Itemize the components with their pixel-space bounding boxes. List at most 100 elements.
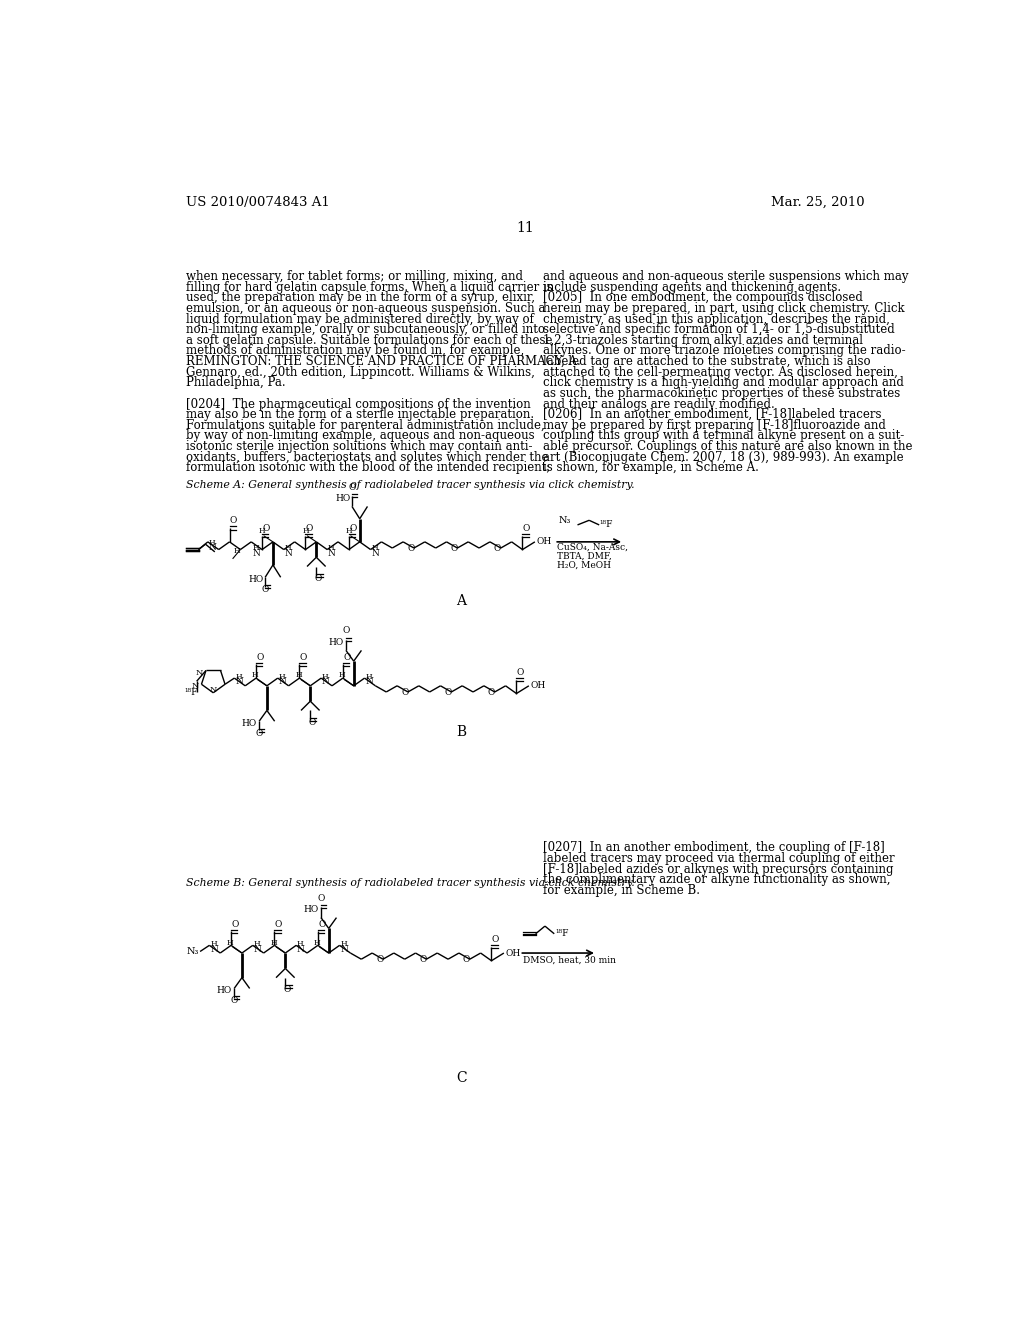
Text: N: N: [285, 549, 293, 558]
Text: O: O: [494, 544, 502, 553]
Text: US 2010/0074843 A1: US 2010/0074843 A1: [186, 197, 330, 209]
Text: O: O: [376, 956, 384, 965]
Text: OH: OH: [537, 537, 552, 546]
Text: click chemistry is a high-yielding and modular approach and: click chemistry is a high-yielding and m…: [543, 376, 903, 389]
Text: H: H: [340, 940, 347, 948]
Text: O: O: [408, 544, 415, 553]
Text: HO: HO: [242, 719, 257, 727]
Text: H: H: [270, 939, 278, 946]
Text: O: O: [348, 483, 355, 491]
Text: the complimentary azide or alkyne functionality as shown,: the complimentary azide or alkyne functi…: [543, 874, 890, 886]
Text: emulsion, or an aqueous or non-aqueous suspension. Such a: emulsion, or an aqueous or non-aqueous s…: [186, 302, 546, 315]
Text: by way of non-limiting example, aqueous and non-aqueous: by way of non-limiting example, aqueous …: [186, 429, 535, 442]
Text: N: N: [191, 682, 199, 690]
Text: H: H: [253, 544, 259, 552]
Text: formulation isotonic with the blood of the intended recipient;: formulation isotonic with the blood of t…: [186, 461, 551, 474]
Text: H: H: [313, 939, 321, 946]
Text: Gennaro, ed., 20th edition, Lippincott. Williams & Wilkins,: Gennaro, ed., 20th edition, Lippincott. …: [186, 366, 535, 379]
Text: H: H: [322, 673, 329, 681]
Text: may be prepared by first preparing [F-18]fluoroazide and: may be prepared by first preparing [F-18…: [543, 418, 886, 432]
Text: O: O: [522, 524, 530, 533]
Text: a soft gelatin capsule. Suitable formulations for each of these: a soft gelatin capsule. Suitable formula…: [186, 334, 553, 347]
Text: O: O: [342, 627, 349, 635]
Text: art (Bioconjugate Chem. 2007, 18 (3), 989-993). An example: art (Bioconjugate Chem. 2007, 18 (3), 98…: [543, 450, 903, 463]
Text: attached to the cell-permeating vector. As disclosed herein,: attached to the cell-permeating vector. …: [543, 366, 897, 379]
Text: N: N: [210, 686, 217, 694]
Text: include suspending agents and thickening agents.: include suspending agents and thickening…: [543, 281, 841, 293]
Text: [0205]  In one embodiment, the compounds disclosed: [0205] In one embodiment, the compounds …: [543, 292, 862, 305]
Text: H: H: [227, 939, 233, 946]
Text: O: O: [315, 574, 323, 583]
Text: H: H: [345, 528, 352, 536]
Text: N: N: [322, 677, 330, 686]
Text: [0207]  In an another embodiment, the coupling of [F-18]: [0207] In an another embodiment, the cou…: [543, 841, 885, 854]
Text: isotonic sterile injection solutions which may contain anti-: isotonic sterile injection solutions whi…: [186, 440, 532, 453]
Text: O: O: [305, 524, 313, 533]
Text: N: N: [366, 677, 373, 686]
Text: oxidants, buffers, bacteriostats and solutes which render the: oxidants, buffers, bacteriostats and sol…: [186, 450, 549, 463]
Text: as such, the pharmacokinetic properties of these substrates: as such, the pharmacokinetic properties …: [543, 387, 900, 400]
Text: C: C: [456, 1072, 467, 1085]
Text: H: H: [297, 940, 303, 948]
Text: N: N: [328, 549, 336, 558]
Text: ¹⁸F: ¹⁸F: [599, 520, 612, 528]
Text: and aqueous and non-aqueous sterile suspensions which may: and aqueous and non-aqueous sterile susp…: [543, 271, 908, 282]
Text: O: O: [262, 524, 269, 533]
Text: Formulations suitable for parenteral administration include,: Formulations suitable for parenteral adm…: [186, 418, 545, 432]
Text: O: O: [300, 652, 307, 661]
Text: may also be in the form of a sterile injectable preparation.: may also be in the form of a sterile inj…: [186, 408, 535, 421]
Text: O: O: [261, 585, 269, 594]
Text: N: N: [209, 543, 216, 552]
Text: H: H: [339, 672, 345, 680]
Text: for example, in Scheme B.: for example, in Scheme B.: [543, 884, 699, 896]
Text: H₂O, MeOH: H₂O, MeOH: [557, 561, 610, 570]
Text: HO: HO: [329, 638, 343, 647]
Text: A: A: [457, 594, 466, 609]
Text: O: O: [229, 516, 238, 525]
Text: O: O: [230, 997, 238, 1005]
Text: ¹⁸F: ¹⁸F: [184, 688, 198, 697]
Text: Scheme B: General synthesis of radiolabeled tracer synthesis via click chemistry: Scheme B: General synthesis of radiolabe…: [186, 878, 635, 888]
Text: O: O: [255, 729, 263, 738]
Text: O: O: [317, 894, 325, 903]
Text: H: H: [295, 672, 302, 680]
Text: alkynes. One or more triazole moieties comprising the radio-: alkynes. One or more triazole moieties c…: [543, 345, 905, 358]
Text: H: H: [328, 544, 335, 552]
Text: chemistry, as used in this application, describes the rapid,: chemistry, as used in this application, …: [543, 313, 890, 326]
Text: O: O: [231, 920, 239, 929]
Text: H: H: [210, 940, 217, 948]
Text: selective and specific formation of 1,4- or 1,5-disubstituted: selective and specific formation of 1,4-…: [543, 323, 894, 337]
Text: N: N: [340, 945, 348, 953]
Text: is shown, for example, in Scheme A.: is shown, for example, in Scheme A.: [543, 461, 759, 474]
Text: non-limiting example, orally or subcutaneously, or filled into: non-limiting example, orally or subcutan…: [186, 323, 545, 337]
Text: [F-18]labeled azides or alkynes with precursors containing: [F-18]labeled azides or alkynes with pre…: [543, 863, 893, 875]
Text: labeled tracers may proceed via thermal coupling of either: labeled tracers may proceed via thermal …: [543, 851, 894, 865]
Text: O: O: [274, 920, 282, 929]
Text: O: O: [451, 544, 458, 553]
Text: liquid formulation may be administered directly, by way of: liquid formulation may be administered d…: [186, 313, 534, 326]
Text: H: H: [252, 672, 259, 680]
Text: 11: 11: [516, 222, 534, 235]
Text: CuSO₄, Na-Asc,: CuSO₄, Na-Asc,: [557, 543, 628, 552]
Text: O: O: [401, 688, 409, 697]
Text: H: H: [279, 673, 285, 681]
Text: herein may be prepared, in part, using click chemistry. Click: herein may be prepared, in part, using c…: [543, 302, 904, 315]
Text: Mar. 25, 2010: Mar. 25, 2010: [771, 197, 864, 209]
Text: coupling this group with a terminal alkyne present on a suit-: coupling this group with a terminal alky…: [543, 429, 904, 442]
Text: N₃: N₃: [558, 516, 570, 524]
Text: [0204]  The pharmaceutical compositions of the invention: [0204] The pharmaceutical compositions o…: [186, 397, 530, 411]
Text: O: O: [318, 920, 326, 929]
Text: H: H: [372, 544, 378, 552]
Text: TBTA, DMF,: TBTA, DMF,: [557, 552, 611, 561]
Text: OH: OH: [530, 681, 546, 690]
Text: REMINGTON: THE SCIENCE AND PRACTICE OF PHARMACY, A.: REMINGTON: THE SCIENCE AND PRACTICE OF P…: [186, 355, 581, 368]
Text: H: H: [285, 544, 291, 552]
Text: H: H: [254, 940, 260, 948]
Text: O: O: [444, 688, 452, 697]
Text: O: O: [349, 524, 356, 533]
Text: used, the preparation may be in the form of a syrup, elixir,: used, the preparation may be in the form…: [186, 292, 536, 305]
Text: O: O: [492, 936, 499, 944]
Text: N: N: [254, 945, 261, 953]
Text: DMSO, heat, 30 min: DMSO, heat, 30 min: [523, 956, 616, 965]
Text: N: N: [279, 677, 287, 686]
